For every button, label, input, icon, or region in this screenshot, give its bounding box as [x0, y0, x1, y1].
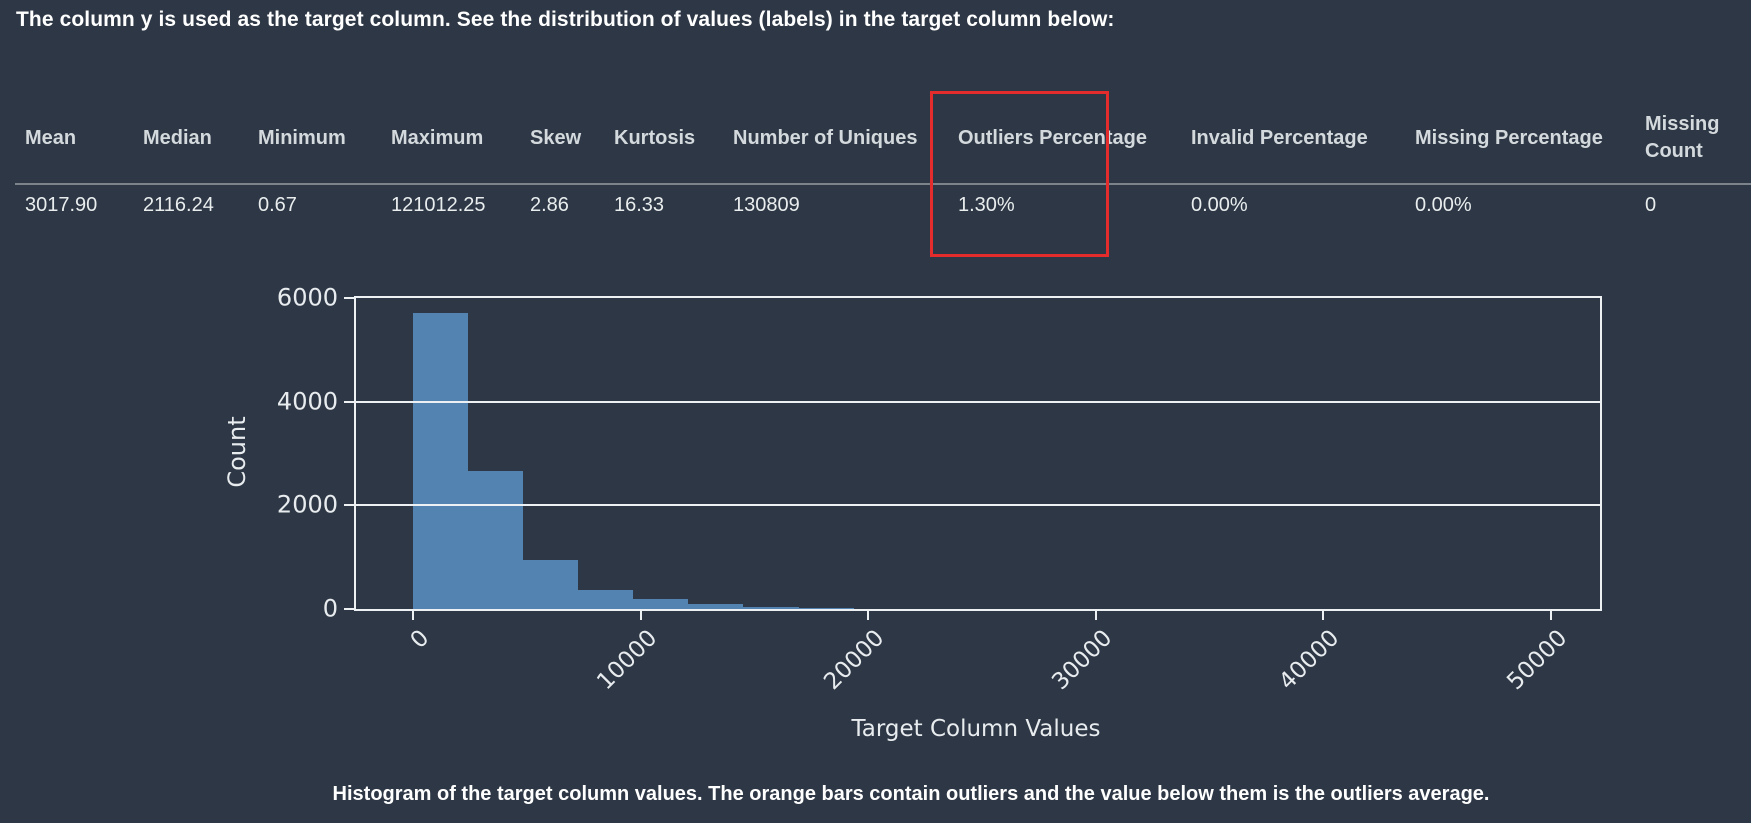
- header-minimum: Minimum: [258, 126, 346, 149]
- y-tick-label: 2000: [276, 490, 338, 519]
- header-number-of-uniques: Number of Uniques: [733, 126, 918, 149]
- y-axis-title: Count: [223, 416, 251, 488]
- y-tick-label: 0: [322, 594, 338, 623]
- heading-prefix: The column: [16, 8, 141, 31]
- header-kurtosis: Kurtosis: [614, 126, 696, 149]
- histogram-bar: [523, 559, 579, 609]
- heading-suffix: is used as the target column. See the di…: [152, 8, 1115, 31]
- y-tick-mark: [344, 504, 354, 507]
- value-minimum: 0.67: [258, 194, 297, 216]
- header-skew: Skew: [530, 126, 582, 149]
- histogram-bar: [688, 603, 744, 609]
- table-divider: [15, 183, 1751, 185]
- y-tick-label: 4000: [276, 387, 338, 416]
- outliers-highlight-box: [930, 91, 1109, 257]
- histogram-bar: [743, 606, 799, 609]
- y-gridline: [356, 400, 1600, 403]
- value-outliers-percentage: 1.30%: [958, 194, 1015, 216]
- histogram-bar: [578, 589, 634, 609]
- value-invalid-percentage: 0.00%: [1191, 194, 1248, 216]
- value-maximum: 121012.25: [391, 194, 486, 216]
- x-tick-mark: [1322, 609, 1325, 620]
- histogram-bar: [633, 599, 689, 609]
- value-median: 2116.24: [143, 194, 214, 216]
- header-median: Median: [143, 126, 212, 149]
- header-maximum: Maximum: [391, 126, 484, 149]
- value-kurtosis: 16.33: [614, 194, 665, 216]
- value-missing-count: 0: [1645, 194, 1657, 216]
- x-axis-title: Target Column Values: [851, 716, 1101, 742]
- x-tick-mark: [639, 609, 642, 620]
- target-column-name: y: [140, 8, 153, 31]
- page-title: The column y is used as the target colum…: [16, 8, 1115, 32]
- header-missing-count: Missing Count: [1645, 113, 1720, 162]
- y-tick-mark: [344, 608, 354, 610]
- x-tick-label: 20000: [819, 625, 890, 696]
- y-tick-label: 6000: [276, 283, 338, 312]
- y-tick-mark: [344, 297, 354, 299]
- x-tick-mark: [411, 609, 414, 620]
- stats-table-values: 3017.90 2116.24 0.67 121012.25 2.86 16.3…: [25, 193, 1751, 217]
- x-tick-mark: [1094, 609, 1097, 620]
- header-invalid-percentage: Invalid Percentage: [1191, 126, 1368, 149]
- histogram-plot: 0 2000 4000 6000 0 10000 20000 30000 40000 50000: [277, 283, 1602, 695]
- value-missing-percentage: 0.00%: [1415, 194, 1472, 216]
- x-tick-label: 30000: [1047, 625, 1118, 696]
- value-mean: 3017.90: [25, 194, 98, 216]
- header-outliers-percentage: Outliers Percentage: [958, 126, 1147, 149]
- header-missing-percentage: Missing Percentage: [1415, 126, 1603, 149]
- x-tick-label: 0: [405, 625, 435, 654]
- y-tick-mark: [344, 400, 354, 403]
- value-number-of-uniques: 130809: [733, 194, 800, 216]
- value-skew: 2.86: [530, 194, 569, 216]
- x-tick-mark: [1550, 609, 1553, 620]
- x-tick-mark: [867, 609, 870, 620]
- chart-caption: Histogram of the target column values. T…: [332, 783, 1490, 805]
- x-tick-label: 10000: [591, 625, 662, 696]
- x-tick-label: 50000: [1502, 625, 1573, 696]
- x-tick-label: 40000: [1274, 625, 1345, 696]
- header-mean: Mean: [25, 126, 77, 149]
- histogram-bar: [467, 471, 524, 609]
- histogram-bar: [412, 313, 468, 609]
- histogram-bar: [798, 607, 854, 609]
- y-gridline: [356, 504, 1600, 507]
- stats-table-header: Mean Median Minimum Maximum Skew Kurtosi…: [25, 96, 1751, 180]
